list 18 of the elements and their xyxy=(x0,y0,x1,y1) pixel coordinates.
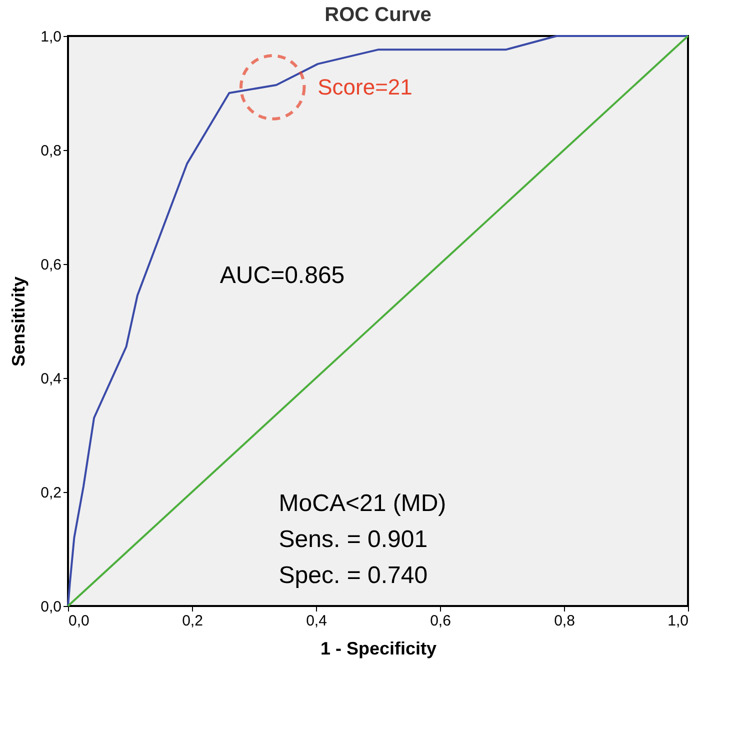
y-tick-label: 0,0 xyxy=(40,598,62,616)
x-tick-label: 1,0 xyxy=(668,612,688,630)
x-tick-label: 0,2 xyxy=(182,612,203,630)
y-tick-label: 1,0 xyxy=(40,28,62,46)
chart-title: ROC Curve xyxy=(324,4,432,26)
x-axis-title: 1 - Specificity xyxy=(320,638,437,658)
x-tick-label: 0,4 xyxy=(306,612,327,630)
annotation: AUC=0.865 xyxy=(220,262,345,289)
y-tick-label: 0,2 xyxy=(40,484,62,502)
x-tick-label: 0,8 xyxy=(554,612,575,630)
x-tick-label: 0,0 xyxy=(68,612,90,630)
y-axis-title: Sensitivity xyxy=(8,276,29,367)
y-tick-label: 0,4 xyxy=(40,370,62,388)
x-tick-label: 0,6 xyxy=(430,612,451,630)
y-tick-label: 0,8 xyxy=(40,142,62,160)
annotation: MoCA<21 (MD) Sens. = 0.901 Spec. = 0.740 xyxy=(278,490,446,589)
y-tick-label: 0,6 xyxy=(40,256,62,274)
annotation: Score=21 xyxy=(318,74,412,100)
